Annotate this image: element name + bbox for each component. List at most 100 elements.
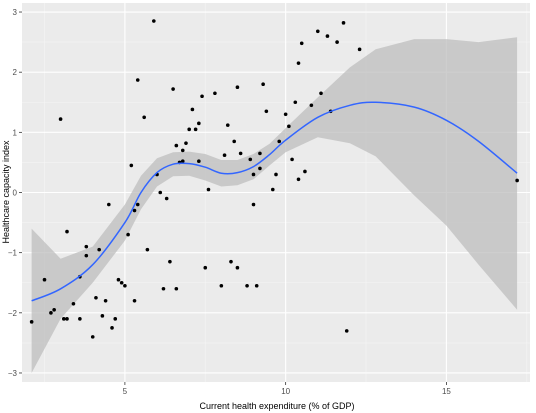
data-point <box>58 117 63 121</box>
data-point <box>274 172 278 177</box>
data-point <box>341 21 346 25</box>
data-point <box>309 103 314 108</box>
data-point <box>94 295 98 300</box>
data-point <box>171 87 175 91</box>
data-point <box>258 166 262 171</box>
data-point <box>296 177 301 182</box>
data-point <box>145 247 150 252</box>
data-point <box>123 283 127 288</box>
data-point <box>344 329 349 333</box>
data-point <box>232 139 237 144</box>
data-point <box>129 163 134 168</box>
data-point <box>142 115 146 120</box>
data-point <box>235 85 240 90</box>
data-point <box>29 320 34 324</box>
data-point <box>65 229 69 234</box>
data-point <box>222 153 227 158</box>
x-axis-title: Current health expenditure (% of GDP) <box>199 401 354 411</box>
data-point <box>197 121 201 126</box>
y-axis-ticks: −3 −2 −1 0 1 2 3 <box>8 8 22 378</box>
data-point <box>203 265 208 270</box>
data-point <box>135 78 140 82</box>
data-point <box>290 157 294 162</box>
confidence-band <box>31 37 518 374</box>
data-point <box>296 61 301 65</box>
data-point <box>90 335 95 339</box>
y-tick-label: −2 <box>8 309 18 318</box>
data-point <box>97 247 101 252</box>
data-point <box>303 169 307 174</box>
data-point <box>190 107 195 112</box>
y-tick-label: 1 <box>13 128 18 137</box>
data-point <box>184 141 188 145</box>
data-point <box>135 202 140 207</box>
data-point <box>319 91 323 96</box>
data-point <box>49 311 53 315</box>
data-point <box>52 308 56 312</box>
data-point <box>132 298 137 303</box>
data-point <box>119 280 124 285</box>
data-point <box>200 94 204 99</box>
data-point <box>193 127 198 132</box>
data-point <box>65 317 69 321</box>
data-point <box>254 283 259 288</box>
y-tick-label: −1 <box>8 249 18 258</box>
data-point <box>174 286 179 291</box>
data-point <box>264 109 269 114</box>
smooth-fit-line <box>31 101 518 302</box>
data-point <box>168 259 172 264</box>
data-point <box>277 139 282 144</box>
data-point <box>270 187 275 192</box>
data-point <box>206 187 211 192</box>
x-tick-label: 5 <box>123 387 128 396</box>
data-point <box>293 100 298 105</box>
x-tick-label: 10 <box>281 387 290 396</box>
data-point <box>161 286 166 291</box>
y-axis-title: Healthcare capacity index <box>1 140 11 244</box>
data-point <box>515 178 519 183</box>
data-point <box>238 151 243 156</box>
data-point <box>315 29 320 34</box>
data-point <box>283 112 288 117</box>
y-tick-label: −3 <box>8 369 18 378</box>
data-point <box>110 326 114 330</box>
data-point <box>164 196 169 201</box>
data-point <box>180 159 185 164</box>
data-point <box>113 317 118 321</box>
data-point <box>325 34 330 38</box>
data-point <box>42 277 47 282</box>
data-point <box>213 91 217 96</box>
data-point <box>78 317 82 321</box>
data-point <box>158 190 163 195</box>
data-point <box>229 259 233 264</box>
y-tick-label: 2 <box>13 68 18 77</box>
data-point <box>174 143 179 148</box>
data-point <box>251 172 256 177</box>
y-tick-label: 0 <box>13 189 18 198</box>
data-point <box>225 123 230 127</box>
data-point <box>71 301 76 306</box>
data-point <box>235 265 240 270</box>
data-point <box>335 40 339 44</box>
data-point <box>107 202 111 207</box>
x-axis-ticks: 5 10 15 <box>123 382 451 396</box>
data-point <box>84 244 89 249</box>
data-point <box>245 283 249 288</box>
data-point <box>219 283 224 288</box>
data-point <box>116 277 121 282</box>
data-point <box>357 47 362 52</box>
data-point <box>187 127 191 132</box>
data-point <box>103 298 108 303</box>
data-point <box>152 19 156 23</box>
data-point <box>258 151 262 156</box>
y-tick-label: 3 <box>13 8 18 17</box>
data-point <box>61 317 66 321</box>
data-point <box>197 159 201 164</box>
data-point <box>180 148 185 153</box>
data-point <box>299 41 304 46</box>
data-point <box>100 314 105 318</box>
data-point <box>84 253 89 258</box>
data-point <box>126 232 130 237</box>
data-point <box>132 208 137 213</box>
